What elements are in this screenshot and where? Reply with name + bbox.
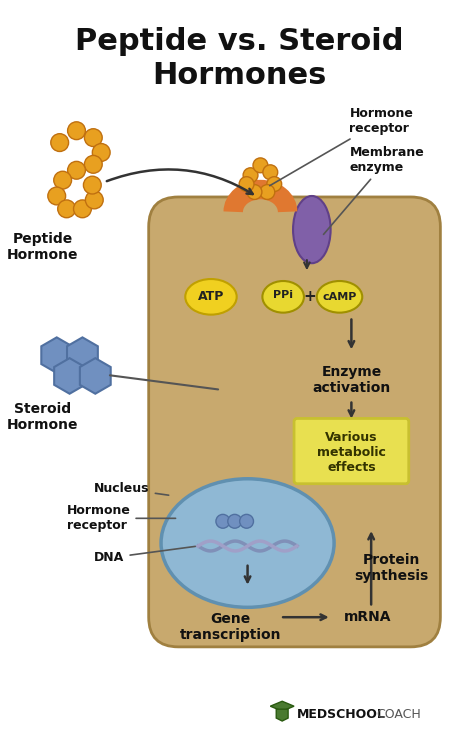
Circle shape [68,162,85,179]
Ellipse shape [161,479,334,608]
Text: ATP: ATP [198,290,224,303]
Circle shape [84,129,102,147]
Ellipse shape [293,196,331,263]
Text: Gene
transcription: Gene transcription [180,612,282,642]
Circle shape [253,158,268,173]
Text: DNA: DNA [94,546,195,565]
Polygon shape [41,337,72,373]
Circle shape [240,514,254,528]
Text: Enzyme
activation: Enzyme activation [312,365,391,395]
Circle shape [73,200,91,218]
Circle shape [48,187,65,205]
Ellipse shape [263,281,304,313]
Text: Protein
synthesis: Protein synthesis [354,553,428,583]
Circle shape [228,514,242,528]
Text: Various
metabolic
effects: Various metabolic effects [317,431,386,473]
Text: Hormone
receptor: Hormone receptor [67,505,175,532]
Text: Membrane
enzyme: Membrane enzyme [324,147,424,234]
Text: PPi: PPi [273,290,293,300]
Polygon shape [54,358,85,393]
Polygon shape [67,337,98,373]
Polygon shape [270,701,294,711]
Circle shape [239,176,254,191]
FancyBboxPatch shape [149,197,440,647]
Text: COACH: COACH [376,708,421,720]
FancyBboxPatch shape [294,419,409,484]
Text: Hormones: Hormones [153,61,327,90]
Text: Peptide
Hormone: Peptide Hormone [7,232,79,262]
Polygon shape [276,709,288,721]
Text: Steroid
Hormone: Steroid Hormone [7,402,79,432]
Circle shape [51,133,69,151]
Text: Peptide vs. Steroid: Peptide vs. Steroid [75,27,404,56]
Circle shape [267,176,282,191]
Circle shape [216,514,230,528]
Text: cAMP: cAMP [322,292,357,302]
Circle shape [247,185,262,199]
Circle shape [263,165,278,179]
Circle shape [243,167,258,182]
Text: mRNA: mRNA [344,610,391,624]
Polygon shape [80,358,111,393]
Circle shape [85,191,103,209]
Circle shape [83,176,101,194]
Text: Nucleus: Nucleus [94,482,169,495]
Circle shape [260,185,275,199]
Ellipse shape [185,279,237,315]
Text: Hormone
receptor: Hormone receptor [270,107,413,186]
Circle shape [68,122,85,139]
Circle shape [54,171,72,189]
Text: +: + [303,289,316,305]
Circle shape [84,156,102,173]
Circle shape [92,144,110,162]
Text: MEDSCHOOL: MEDSCHOOL [297,708,386,720]
Ellipse shape [317,281,362,313]
Circle shape [58,200,75,218]
